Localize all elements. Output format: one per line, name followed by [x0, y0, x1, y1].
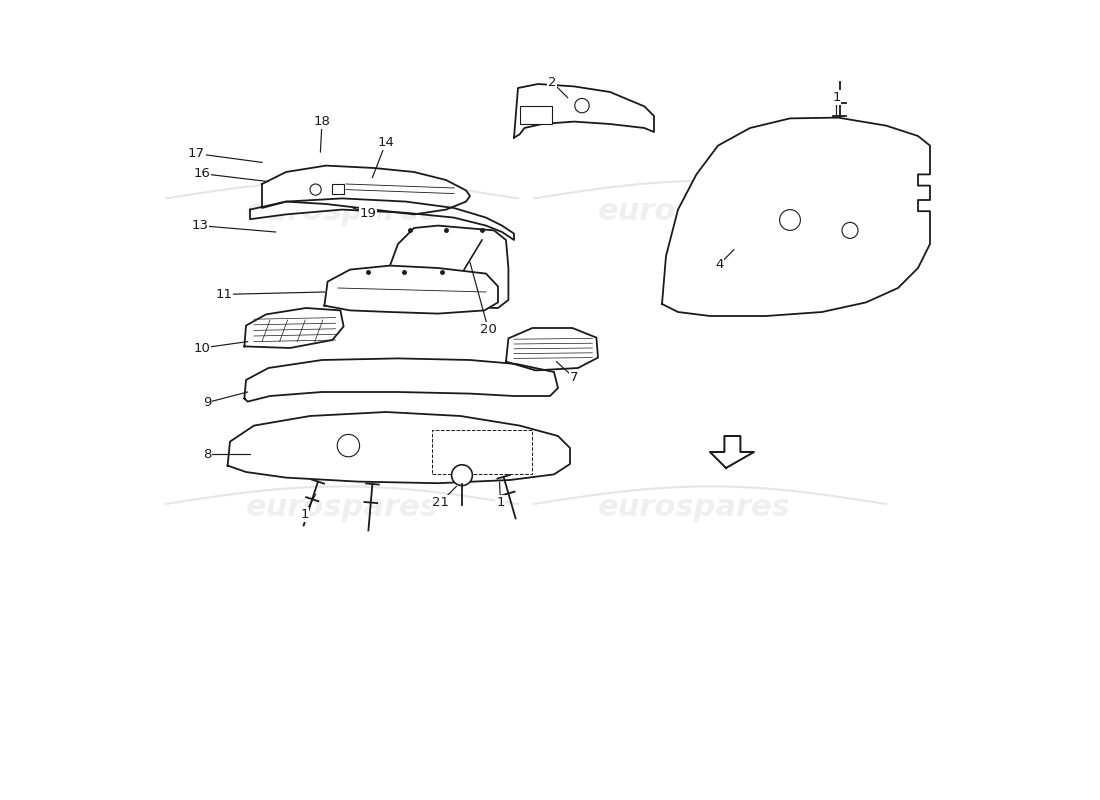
Text: 20: 20: [480, 323, 497, 336]
Bar: [431, 430, 531, 474]
Polygon shape: [244, 308, 343, 348]
Polygon shape: [262, 166, 470, 214]
Text: eurospares: eurospares: [597, 198, 791, 226]
Text: 7: 7: [570, 371, 579, 384]
Polygon shape: [506, 328, 598, 370]
Polygon shape: [386, 226, 508, 308]
Text: 1: 1: [300, 508, 309, 521]
Polygon shape: [514, 84, 654, 138]
Text: 16: 16: [194, 167, 210, 180]
Text: 8: 8: [204, 448, 212, 461]
Polygon shape: [662, 118, 930, 316]
Bar: [519, 106, 551, 124]
Circle shape: [338, 434, 360, 457]
Text: 18: 18: [314, 115, 330, 128]
Circle shape: [452, 465, 472, 486]
Circle shape: [575, 98, 590, 113]
Polygon shape: [228, 412, 570, 483]
Bar: [332, 184, 344, 194]
Circle shape: [780, 210, 801, 230]
Polygon shape: [710, 436, 754, 468]
Text: 19: 19: [360, 207, 376, 220]
Text: eurospares: eurospares: [597, 494, 791, 522]
Text: 1: 1: [496, 496, 505, 509]
Text: 1: 1: [832, 91, 840, 104]
Polygon shape: [324, 266, 498, 314]
Text: eurospares: eurospares: [245, 198, 439, 226]
Text: 2: 2: [548, 76, 557, 89]
Polygon shape: [244, 358, 558, 402]
Text: 11: 11: [216, 288, 232, 301]
Circle shape: [842, 222, 858, 238]
Text: 13: 13: [191, 219, 208, 232]
Text: 21: 21: [432, 496, 449, 509]
Text: 10: 10: [194, 342, 210, 354]
Circle shape: [310, 184, 321, 195]
Text: 14: 14: [377, 136, 395, 149]
Text: 17: 17: [188, 147, 205, 160]
Text: 4: 4: [715, 258, 724, 270]
Text: 9: 9: [204, 396, 212, 409]
Polygon shape: [250, 198, 514, 240]
Text: eurospares: eurospares: [245, 494, 439, 522]
